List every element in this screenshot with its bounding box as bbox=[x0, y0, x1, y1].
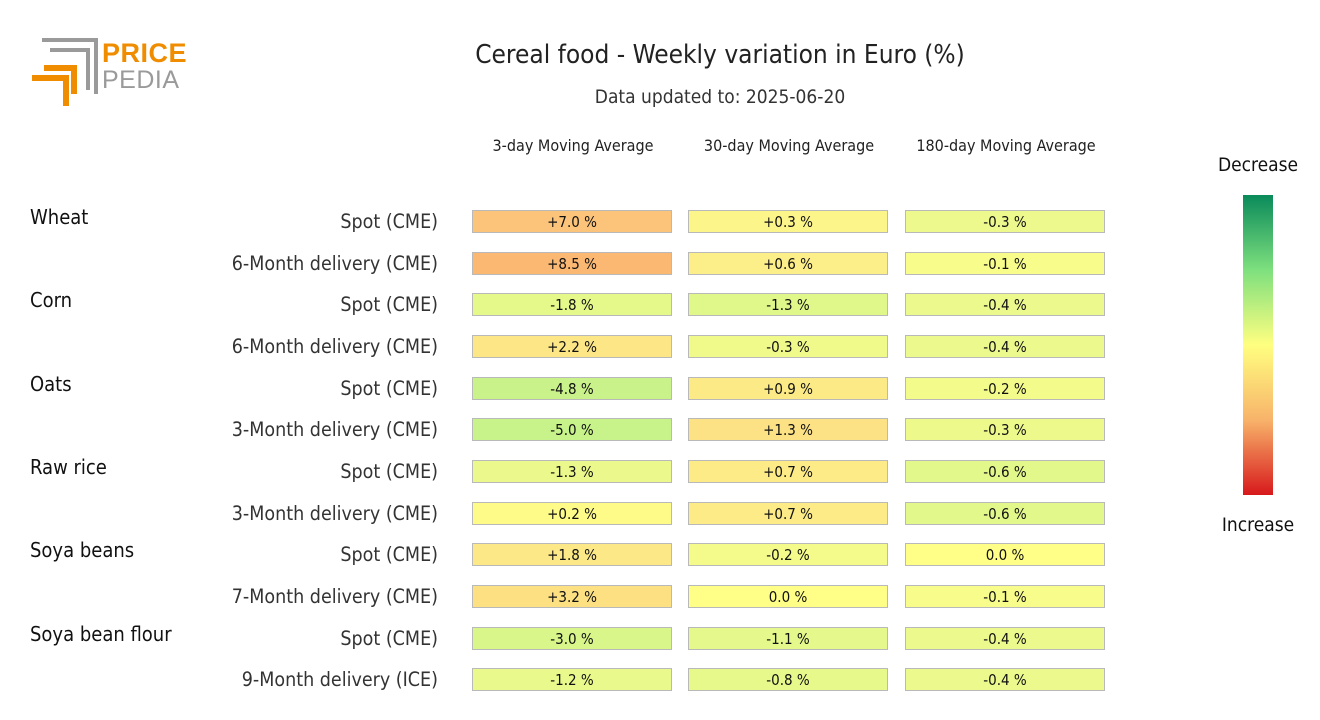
group-label: Raw rice bbox=[30, 454, 107, 479]
value-cell: -1.8 % bbox=[472, 293, 672, 317]
legend-label-increase: Increase bbox=[1221, 514, 1295, 536]
value-cell: +1.8 % bbox=[472, 543, 672, 567]
value-cell: -0.3 % bbox=[905, 418, 1105, 442]
value-cell: -0.4 % bbox=[905, 334, 1105, 358]
row-label: 6-Month delivery (CME) bbox=[231, 251, 438, 275]
row-label: Spot (CME) bbox=[340, 376, 438, 400]
value-cell: 0.0 % bbox=[905, 543, 1105, 567]
row-label: 9-Month delivery (ICE) bbox=[241, 668, 438, 692]
value-cell: +0.6 % bbox=[688, 251, 888, 275]
row-label: Spot (CME) bbox=[340, 543, 438, 567]
value-cell: -0.1 % bbox=[905, 584, 1105, 608]
chart-title: Cereal food - Weekly variation in Euro (… bbox=[475, 40, 965, 70]
column-header: 30-day Moving Average bbox=[703, 136, 875, 155]
value-cell: -1.1 % bbox=[688, 626, 888, 650]
column-header: 3-day Moving Average bbox=[492, 136, 654, 155]
value-cell: -0.8 % bbox=[688, 668, 888, 692]
group-label: Soya bean flour bbox=[30, 621, 172, 646]
row-label: Spot (CME) bbox=[340, 626, 438, 650]
legend-gradient bbox=[1243, 195, 1273, 495]
group-label: Wheat bbox=[30, 205, 89, 229]
value-cell: -1.3 % bbox=[472, 459, 672, 483]
logo-text-pedia: PEDIA bbox=[102, 66, 180, 94]
row-label: Spot (CME) bbox=[340, 459, 438, 483]
group-label: Corn bbox=[30, 288, 73, 313]
value-cell: -0.2 % bbox=[688, 543, 888, 567]
legend-label-decrease: Decrease bbox=[1217, 154, 1299, 176]
value-cell: +0.9 % bbox=[688, 376, 888, 400]
value-cell: -0.3 % bbox=[688, 334, 888, 358]
value-cell: +7.0 % bbox=[472, 210, 672, 233]
row-label: 3-Month delivery (CME) bbox=[231, 418, 438, 442]
value-cell: +3.2 % bbox=[472, 584, 672, 608]
group-label: Oats bbox=[30, 371, 72, 396]
value-cell: -0.3 % bbox=[905, 210, 1105, 233]
value-cell: -5.0 % bbox=[472, 418, 672, 442]
group-label: Soya beans bbox=[30, 538, 135, 563]
value-cell: -1.3 % bbox=[688, 293, 888, 317]
color-scale-legend bbox=[1243, 195, 1273, 495]
value-cell: -0.4 % bbox=[905, 626, 1105, 650]
value-cell: +2.2 % bbox=[472, 334, 672, 358]
value-cell: +0.7 % bbox=[688, 501, 888, 525]
row-label: Spot (CME) bbox=[340, 210, 438, 233]
value-cell: -0.2 % bbox=[905, 376, 1105, 400]
logo-text-price: PRICE bbox=[102, 38, 188, 68]
chart-subtitle: Data updated to: 2025-06-20 bbox=[594, 86, 846, 108]
value-cell: +8.5 % bbox=[472, 251, 672, 275]
value-cell: -0.6 % bbox=[905, 459, 1105, 483]
value-cell: +1.3 % bbox=[688, 418, 888, 442]
value-cell: -0.4 % bbox=[905, 668, 1105, 692]
row-label: 3-Month delivery (CME) bbox=[231, 501, 438, 525]
value-cell: -0.4 % bbox=[905, 293, 1105, 317]
value-cell: +0.3 % bbox=[688, 210, 888, 233]
logo-mark-icon bbox=[32, 38, 98, 106]
value-cell: 0.0 % bbox=[688, 584, 888, 608]
value-cell: -0.1 % bbox=[905, 251, 1105, 275]
value-cell: -0.6 % bbox=[905, 501, 1105, 525]
value-cell: +0.2 % bbox=[472, 501, 672, 525]
row-label: Spot (CME) bbox=[340, 293, 438, 317]
value-cell: +0.7 % bbox=[688, 459, 888, 483]
pricepedia-logo: PRICE PEDIA bbox=[30, 38, 190, 110]
value-cell: -4.8 % bbox=[472, 376, 672, 400]
row-label: 7-Month delivery (CME) bbox=[231, 584, 438, 608]
column-header: 180-day Moving Average bbox=[916, 136, 1096, 155]
value-cell: -1.2 % bbox=[472, 668, 672, 692]
row-label: 6-Month delivery (CME) bbox=[231, 334, 438, 358]
value-cell: -3.0 % bbox=[472, 626, 672, 650]
